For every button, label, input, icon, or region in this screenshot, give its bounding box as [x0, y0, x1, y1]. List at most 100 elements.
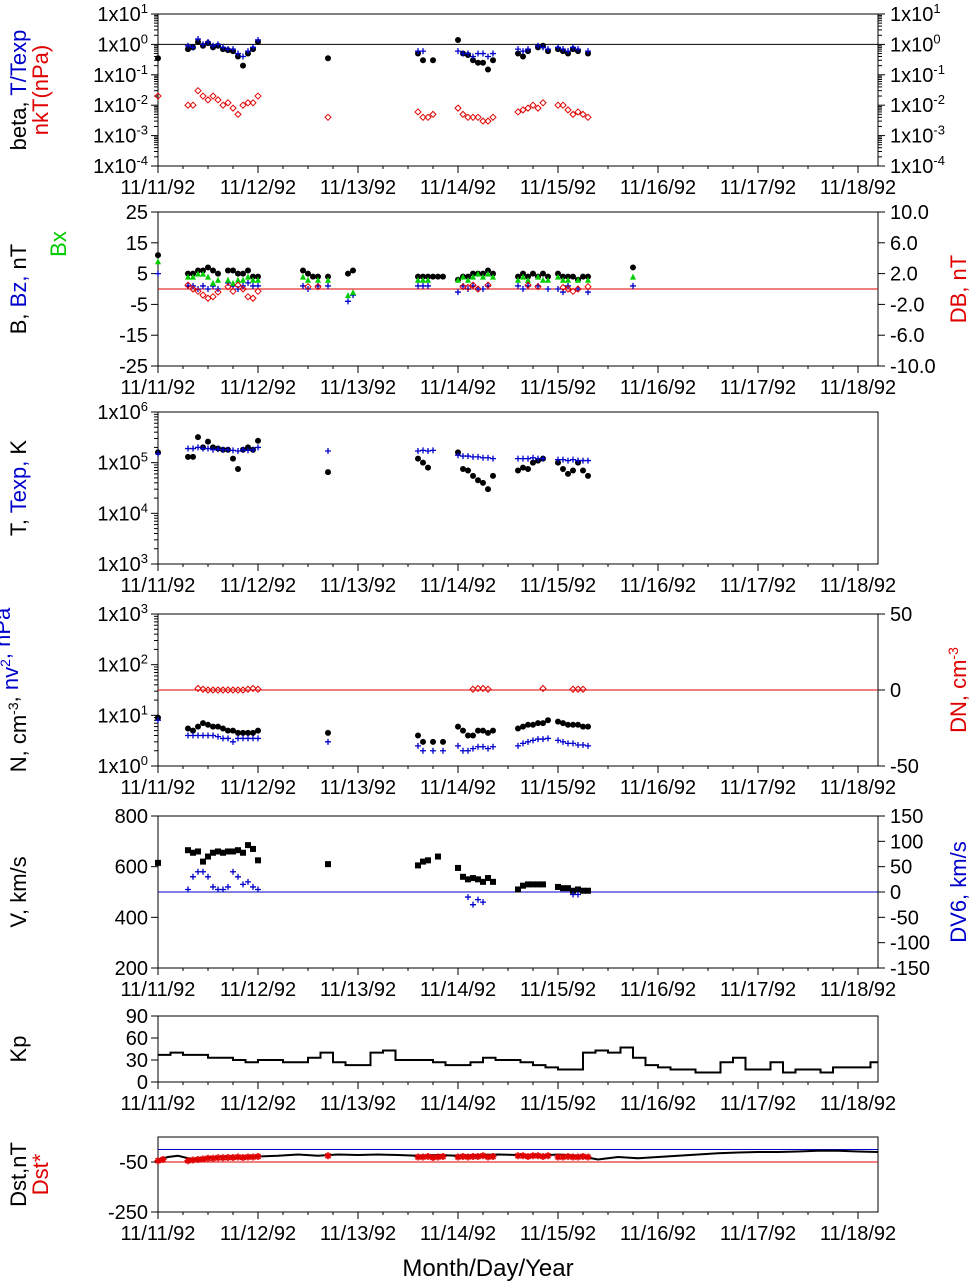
data-point	[244, 99, 252, 107]
data-point	[230, 455, 236, 462]
data-point	[465, 50, 471, 57]
data-point	[580, 887, 586, 894]
data-point	[420, 747, 426, 754]
y2-tick-label: 0	[890, 882, 901, 904]
y-tick-label: 1x102	[97, 652, 148, 677]
y-tick-label: 1x10-3	[93, 123, 148, 148]
data-point	[485, 454, 491, 461]
data-point	[465, 453, 471, 460]
data-point	[414, 108, 422, 116]
data-point	[570, 740, 576, 747]
panel-velocity: 800 600 400 200 150 100 50 0 -50 -100 -150 11/11/92…	[6, 806, 971, 1001]
data-point	[539, 1153, 547, 1160]
y-tick-label: 1x101	[97, 702, 148, 727]
data-point	[210, 723, 216, 730]
data-point	[194, 287, 202, 296]
data-point	[250, 446, 256, 453]
data-point	[520, 740, 526, 747]
x-tick-label: 11/15/92	[520, 575, 596, 597]
data-point	[220, 725, 226, 732]
data-point	[255, 886, 261, 893]
data-point	[530, 270, 536, 277]
data-point	[345, 292, 351, 299]
data-point	[525, 881, 531, 888]
data-point	[530, 459, 536, 466]
data-point	[245, 842, 251, 849]
data-point	[315, 273, 321, 280]
data-point	[239, 1154, 247, 1161]
data-point	[184, 281, 192, 289]
data-point	[215, 270, 221, 277]
data-point	[184, 1157, 192, 1165]
data-point	[205, 721, 211, 728]
data-point	[250, 729, 256, 736]
data-point	[569, 110, 577, 119]
y-tick-label: 1x106	[97, 399, 148, 424]
data-point	[230, 727, 236, 734]
data-point	[255, 857, 261, 864]
x-tick-label: 11/15/92	[520, 1093, 596, 1115]
data-point	[545, 276, 551, 283]
data-point	[235, 276, 241, 283]
data-point	[485, 267, 491, 274]
y-tick-label: 60	[126, 1028, 148, 1050]
y-tick-label: 1x103	[97, 601, 148, 626]
data-point	[560, 738, 566, 745]
data-point	[565, 457, 571, 464]
data-point	[189, 1156, 197, 1164]
data-point	[490, 50, 496, 57]
data-point	[440, 738, 446, 745]
y2-tick-label: 1x10-3	[890, 123, 945, 148]
x-tick-label: 11/11/92	[121, 1223, 196, 1245]
x-tick-label: 11/16/92	[620, 777, 696, 799]
x-tick-label: 11/13/92	[320, 1093, 396, 1115]
y2-axis-label-group: DN, cm-3	[945, 647, 971, 733]
data-point	[490, 727, 496, 734]
data-point	[155, 252, 161, 259]
data-point	[190, 849, 196, 856]
data-point	[430, 273, 436, 280]
data-point	[425, 273, 431, 280]
x-tick-label: 11/16/92	[620, 575, 696, 597]
data-point	[250, 44, 256, 51]
data-point	[520, 464, 526, 471]
data-point	[439, 1153, 447, 1160]
data-point	[514, 1152, 522, 1160]
y-axis-label-extra: Bx	[46, 231, 71, 257]
x-tick-label: 11/12/92	[220, 177, 296, 199]
y2-tick-label: 1x10-2	[890, 92, 945, 117]
data-point	[485, 745, 491, 752]
data-point	[489, 113, 497, 122]
x-tick-label: 11/16/92	[620, 1223, 696, 1245]
data-point	[564, 106, 572, 114]
y-tick-label: 1x10-4	[93, 153, 148, 178]
x-tick-label: 11/11/92	[121, 177, 196, 199]
data-point	[189, 101, 197, 109]
y2-axis-label: DN, cm-3	[945, 647, 971, 733]
data-point	[574, 1153, 582, 1161]
data-point	[254, 92, 262, 100]
data-point	[300, 273, 306, 280]
data-point	[229, 287, 237, 296]
data-point	[485, 270, 491, 277]
data-point	[235, 729, 241, 736]
data-point	[490, 273, 496, 280]
data-point	[525, 46, 531, 53]
data-point	[539, 684, 547, 693]
y-axis-label-group: beta, T/Texp	[6, 30, 31, 151]
x-tick-label: 11/14/92	[420, 377, 496, 399]
data-point	[300, 267, 306, 274]
data-point	[325, 729, 331, 736]
data-point	[155, 859, 161, 866]
data-point	[430, 447, 436, 454]
y-axis-label: T, Texp, K	[6, 440, 31, 537]
data-point	[464, 283, 472, 292]
data-point	[199, 685, 207, 693]
data-point	[205, 286, 211, 292]
panel-bfield: 25155-5-15-2510.06.02.0-2.0-6.0-10.011/1…	[6, 202, 971, 399]
data-point	[520, 270, 526, 277]
data-point	[185, 46, 191, 53]
data-point	[345, 270, 351, 277]
y2-axis-label: DB, nT	[946, 255, 971, 323]
y-axis-label2-group: nkT(nPa)	[28, 45, 53, 135]
